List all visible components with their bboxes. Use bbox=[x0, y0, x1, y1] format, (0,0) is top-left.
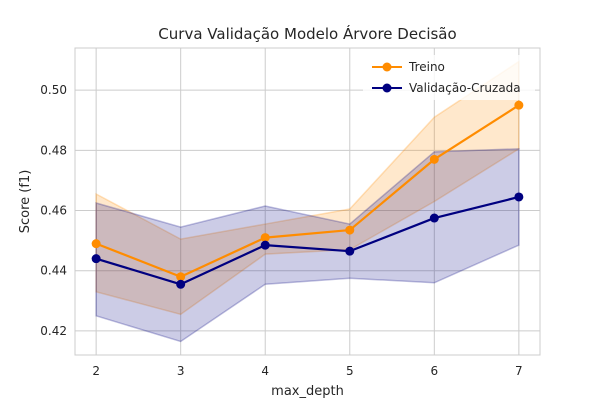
x-tick-label: 5 bbox=[346, 364, 354, 378]
point-treino bbox=[514, 100, 524, 110]
point-treino bbox=[260, 233, 270, 243]
y-tick-label: 0.42 bbox=[40, 324, 67, 338]
legend-box bbox=[363, 55, 535, 100]
point-validacao-cruzada bbox=[260, 240, 270, 250]
x-tick-label: 3 bbox=[177, 364, 185, 378]
x-tick-label: 4 bbox=[261, 364, 269, 378]
band-treino bbox=[95, 60, 520, 316]
x-tick-label: 7 bbox=[515, 364, 523, 378]
point-treino bbox=[176, 272, 186, 282]
y-tick-label: 0.46 bbox=[40, 204, 67, 218]
point-validacao-cruzada bbox=[429, 213, 439, 223]
point-validacao-cruzada bbox=[91, 254, 101, 264]
point-validacao-cruzada bbox=[345, 246, 355, 256]
series-points bbox=[91, 100, 524, 289]
line-validacao-cruzada bbox=[95, 195, 520, 286]
y-tick-label: 0.50 bbox=[40, 83, 67, 97]
point-validacao-cruzada bbox=[514, 192, 524, 202]
line-treino bbox=[95, 104, 520, 278]
point-treino bbox=[91, 239, 101, 249]
x-axis-label: max_depth bbox=[271, 384, 344, 399]
x-tick-label: 6 bbox=[430, 364, 438, 378]
x-tick-label: 2 bbox=[92, 364, 100, 378]
band-validacao-cruzada bbox=[95, 148, 520, 343]
point-treino bbox=[429, 154, 439, 164]
legend-label-treino: Treino bbox=[408, 60, 445, 74]
y-tick-label: 0.48 bbox=[40, 143, 67, 157]
legend-marker-validacao-cruzada bbox=[382, 83, 392, 93]
legend-marker-treino bbox=[382, 62, 392, 72]
chart-title: Curva Validação Modelo Árvore Decisão bbox=[158, 24, 456, 43]
legend: Treino Validação-Cruzada bbox=[363, 55, 535, 100]
confidence-bands bbox=[95, 60, 520, 343]
point-treino bbox=[345, 225, 355, 235]
y-axis-ticks: 0.42 0.44 0.46 0.48 0.50 bbox=[40, 83, 67, 338]
y-tick-label: 0.44 bbox=[40, 264, 67, 278]
y-axis-label: Score (f1) bbox=[18, 170, 33, 234]
legend-label-validacao-cruzada: Validação-Cruzada bbox=[409, 81, 521, 95]
x-axis-ticks: 2 3 4 5 6 7 bbox=[92, 364, 522, 378]
series-lines bbox=[95, 104, 520, 286]
point-validacao-cruzada bbox=[176, 279, 186, 289]
